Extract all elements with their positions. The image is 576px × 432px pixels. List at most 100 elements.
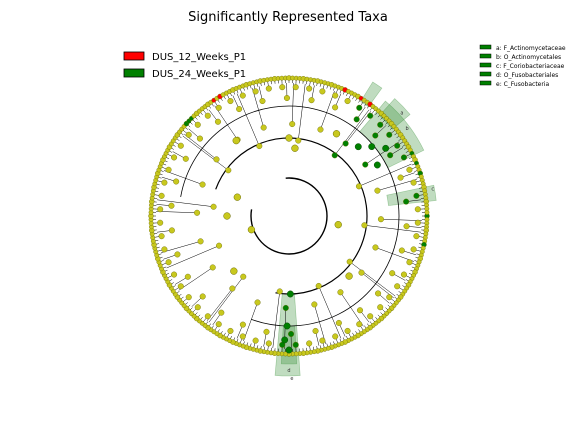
clade-letter-e: e (290, 376, 293, 382)
clade-node (292, 84, 299, 91)
clade-node (406, 166, 413, 173)
highlighted-node (283, 322, 291, 330)
clade-node (358, 269, 365, 276)
clade-legend-label-b: b: O_Actinomycetales (496, 54, 561, 61)
branch-edge (178, 267, 213, 291)
clade-node (182, 155, 189, 162)
clade-node (204, 112, 211, 119)
clade-node (194, 209, 201, 216)
clade-node (283, 95, 290, 102)
clade-node (215, 104, 222, 111)
clade-node (367, 112, 374, 119)
clade-node (215, 321, 222, 328)
branch-edge (364, 225, 422, 233)
branch-edge (377, 179, 417, 191)
clade-node (168, 227, 175, 234)
clade-node (317, 126, 324, 133)
clade-node (239, 321, 246, 328)
clade-node (346, 258, 353, 265)
clade-node (239, 92, 246, 99)
clade-node (337, 289, 344, 296)
clade-node (161, 246, 168, 253)
clade-node (194, 304, 201, 311)
clade-letter-b: b (406, 126, 409, 132)
branch-edge (340, 292, 364, 327)
branch-edge (345, 111, 372, 144)
clade-node (260, 124, 267, 131)
clade-node (312, 327, 319, 334)
highlighted-node (281, 336, 289, 344)
branch-edge (272, 291, 280, 349)
branch-edge (252, 88, 264, 128)
clade-node (386, 294, 393, 301)
clade-node (308, 97, 315, 104)
clade-node (375, 290, 382, 297)
branch-edge (156, 211, 198, 214)
clade-node (197, 238, 204, 245)
clade-letter-c: c (431, 187, 434, 193)
clade-node (184, 273, 191, 280)
clade-node-large (233, 193, 241, 201)
branch-edge (161, 241, 201, 253)
clade-node (387, 152, 394, 159)
clade-node (263, 328, 270, 335)
clade-node (377, 121, 384, 128)
clade-node (227, 327, 234, 334)
branch-edge (380, 218, 422, 221)
clade-node (158, 192, 165, 199)
branch-edge (361, 272, 394, 299)
clade-node (400, 271, 407, 278)
clade-node (394, 142, 401, 149)
clade-node-large (285, 134, 293, 142)
clade-node (413, 192, 420, 199)
clade-node-large (332, 130, 341, 138)
legend-swatch-group-1 (123, 51, 145, 61)
branch-edge (182, 135, 229, 171)
clade-node (227, 98, 234, 105)
clade-node (306, 85, 313, 92)
clade-node-large (232, 136, 240, 145)
tip-node (424, 209, 430, 215)
clade-node (196, 135, 203, 142)
clade-legend: a: F_Actinomycetaceae b: O_Actinomycetal… (479, 44, 566, 88)
clade-node (288, 330, 295, 337)
clade-node (194, 121, 201, 128)
clade-node (377, 216, 384, 223)
clade-node (400, 154, 407, 161)
clade-node (372, 132, 379, 139)
clade-node (362, 161, 369, 168)
clade-legend-label-c: c: F_Coriobacteriaceae (496, 63, 565, 70)
clade-legend-label-e: e: C_Fusobacteria (496, 81, 549, 88)
clade-node (229, 285, 236, 292)
clade-node (374, 187, 381, 194)
clade-node (306, 340, 313, 347)
clade-node (292, 341, 299, 348)
clade-node (168, 202, 175, 209)
clade-node (394, 283, 401, 290)
clade-node (332, 92, 339, 99)
clade-letters-layer: a b c de (287, 110, 434, 382)
clade-node (389, 270, 396, 277)
branch-edge (320, 90, 335, 130)
clade-node (353, 116, 360, 123)
clade-node (282, 304, 289, 311)
clade-legend-swatch-d (479, 71, 492, 77)
highlighted-node (286, 290, 294, 298)
clade-node (410, 179, 417, 186)
clade-node (209, 264, 216, 271)
clade-node (171, 154, 178, 161)
branch-edge (166, 245, 220, 269)
clade-node-large (291, 144, 299, 152)
clade-node (342, 140, 349, 147)
clade-node (356, 321, 363, 328)
branch-edge (208, 276, 244, 323)
branch-edge (365, 141, 400, 165)
clade-node (199, 181, 206, 188)
clade-node (161, 179, 168, 186)
clade-node (173, 178, 180, 185)
clade-node (158, 233, 165, 240)
branch-edge (236, 93, 260, 147)
clade-node (210, 203, 217, 210)
branch-edge (291, 83, 294, 125)
clade-node (413, 233, 420, 240)
